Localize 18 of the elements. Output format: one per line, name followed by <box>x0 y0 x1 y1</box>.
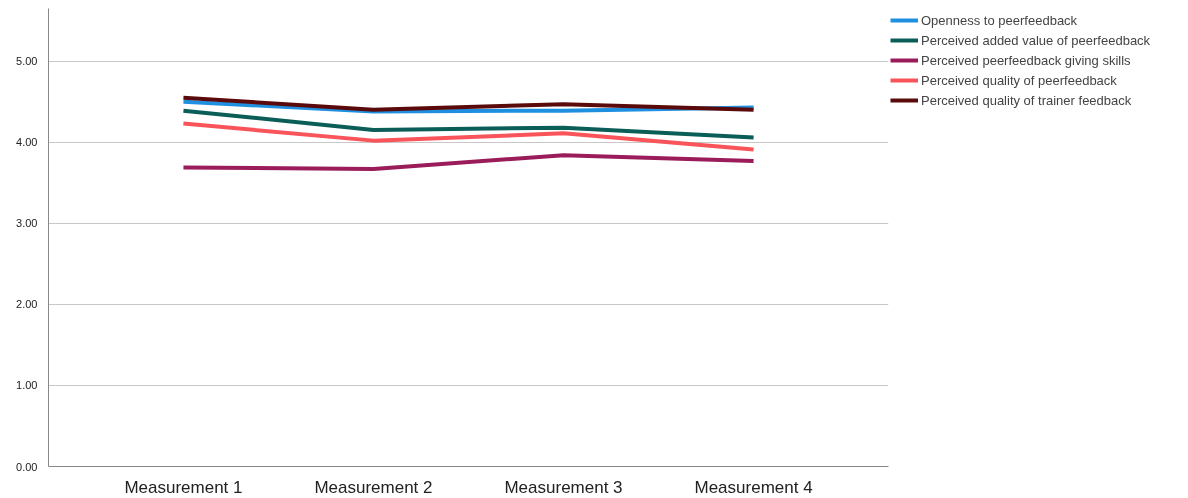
legend-label: Perceived quality of peerfeedback <box>921 72 1117 88</box>
y-tick-label: 2.00 <box>16 298 38 311</box>
legend-label: Perceived peerfeedback giving skills <box>921 52 1131 68</box>
legend-label: Perceived added value of peerfeedback <box>921 32 1151 48</box>
line-series <box>181 121 756 152</box>
y-tick-label: 0.00 <box>16 460 38 473</box>
legend-label: Openness to peerfeedback <box>921 12 1078 28</box>
x-tick-label: Measurement 4 <box>694 477 813 497</box>
y-tick-label: 3.00 <box>16 217 38 230</box>
x-tick-label: Measurement 2 <box>314 477 433 497</box>
y-tick-label: 4.00 <box>16 136 38 149</box>
x-tick-label: Measurement 1 <box>124 477 243 497</box>
y-tick-label: 5.00 <box>16 55 38 68</box>
line-series <box>181 153 756 171</box>
y-tick-label: 1.00 <box>16 379 38 392</box>
x-tick-label: Measurement 3 <box>504 477 623 497</box>
line-series <box>181 108 756 140</box>
legend-label: Perceived quality of trainer feedback <box>921 92 1132 108</box>
